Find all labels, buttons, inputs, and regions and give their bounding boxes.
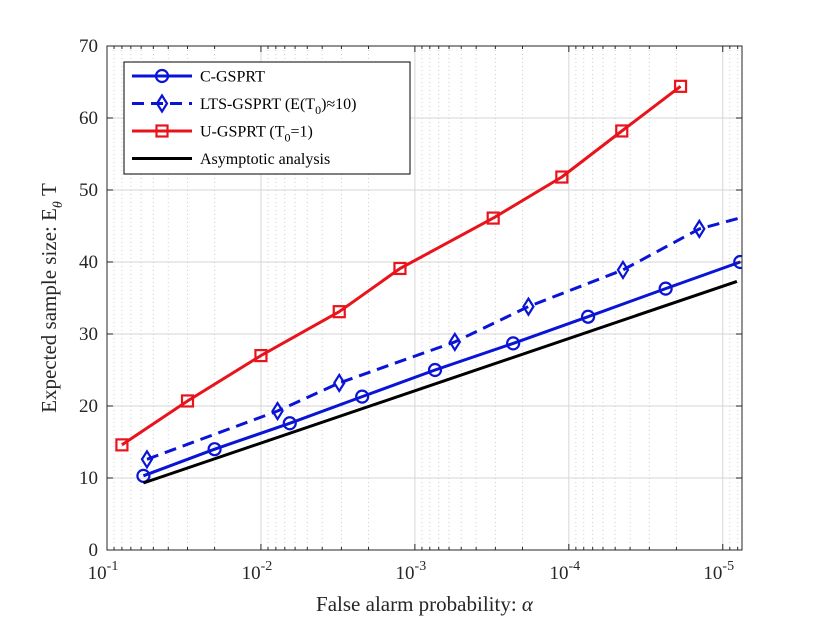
diamond-marker xyxy=(693,218,706,239)
square-marker xyxy=(180,394,195,408)
circle-marker xyxy=(658,281,673,296)
series-layer xyxy=(115,79,742,485)
y-axis-label: Expected sample size: Eθ T xyxy=(37,183,66,413)
x-tick-label: 10-3 xyxy=(396,559,427,584)
y-tick-label: 10 xyxy=(79,468,98,489)
series-0 xyxy=(136,254,742,483)
x-tick-label: 10-2 xyxy=(242,559,273,584)
y-tick-label: 70 xyxy=(79,36,98,57)
series-line xyxy=(142,260,741,478)
y-tick-label: 20 xyxy=(79,396,98,417)
legend-box xyxy=(123,61,411,175)
x-tick-label: 10-4 xyxy=(549,559,580,584)
diamond-marker xyxy=(271,400,284,422)
y-tick-label: 0 xyxy=(89,540,99,561)
label-layer: False alarm probability: α Expected samp… xyxy=(37,183,534,616)
x-tick-label: 10-1 xyxy=(88,559,119,584)
circle-marker xyxy=(154,68,170,84)
circle-marker xyxy=(427,362,443,378)
square-marker xyxy=(555,170,569,184)
square-marker xyxy=(486,211,500,225)
circle-marker xyxy=(282,416,297,431)
diamond-marker xyxy=(332,372,346,394)
square-marker xyxy=(115,438,129,452)
legend: C-GSPRT LTS-GSPRT (E(T0)≈10) U-GSPRT (T0=1… xyxy=(123,61,411,175)
square-marker xyxy=(393,261,407,276)
diamond-marker xyxy=(616,259,630,280)
square-marker xyxy=(254,349,268,363)
series-2 xyxy=(115,79,688,452)
circle-marker xyxy=(506,336,521,351)
square-marker xyxy=(155,124,169,138)
square-marker xyxy=(332,305,346,319)
series-line xyxy=(142,279,738,485)
circle-marker xyxy=(207,442,222,457)
diamond-marker xyxy=(522,296,535,317)
y-tick-label: 40 xyxy=(79,252,98,273)
circle-marker xyxy=(733,254,742,270)
legend-label: C-GSPRT xyxy=(200,69,265,86)
diamond-marker xyxy=(448,331,462,352)
y-tick-label: 30 xyxy=(79,324,98,345)
y-tick-label: 60 xyxy=(79,108,98,129)
diamond-marker xyxy=(140,449,154,470)
square-marker xyxy=(673,79,688,93)
tick-layer: 0 10 20 30 40 50 60 70 10-1 10-2 10-3 10-4 10-5 xyxy=(79,36,742,584)
series-1 xyxy=(140,215,742,470)
y-tick-label: 50 xyxy=(79,180,98,201)
square-marker xyxy=(615,124,629,138)
series-3 xyxy=(142,279,738,485)
diamond-marker xyxy=(155,93,169,114)
series-line xyxy=(146,215,742,461)
legend-label: Asymptotic analysis xyxy=(200,151,330,168)
legend-label: U-GSPRT (T0=1) xyxy=(200,124,313,145)
legend-label: LTS-GSPRT (E(T0)≈10) xyxy=(200,96,357,117)
x-tick-label: 10-5 xyxy=(703,559,734,584)
circle-marker xyxy=(355,389,370,404)
circle-marker xyxy=(580,309,596,324)
x-axis-label: False alarm probability: α xyxy=(316,592,534,616)
axes-box xyxy=(106,45,743,551)
series-line xyxy=(121,85,682,447)
